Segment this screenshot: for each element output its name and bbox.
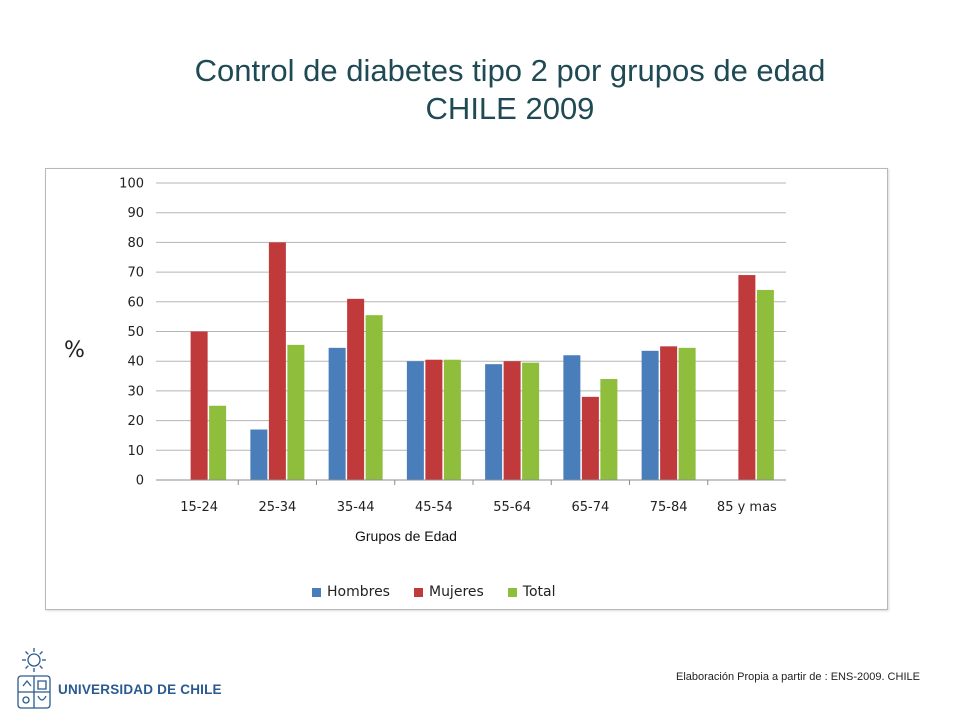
y-axis-label: % [64, 338, 85, 363]
chart-title: Control de diabetes tipo 2 por grupos de… [150, 52, 870, 128]
university-name: UNIVERSIDAD DE CHILE [58, 682, 222, 697]
y-tick-label-0: 0 [136, 474, 144, 489]
y-tick-label-70: 70 [127, 266, 144, 281]
bar-total-65-74 [600, 379, 618, 480]
bar-mujeres-75-84 [660, 346, 678, 480]
title-line-1: Control de diabetes tipo 2 por grupos de… [194, 53, 826, 88]
y-tick-label-100: 100 [119, 177, 144, 192]
x-tick-label-75-84: 75-84 [650, 500, 688, 515]
legend-item-hombres: Hombres [312, 584, 390, 600]
x-tick-label-85-y-mas: 85 y mas [717, 500, 777, 515]
bar-hombres-25-34 [250, 429, 268, 480]
bar-total-55-64 [522, 362, 540, 480]
bar-total-15-24 [209, 405, 227, 480]
y-tick-label-30: 30 [127, 384, 144, 399]
x-tick-label-35-44: 35-44 [337, 500, 375, 515]
bar-mujeres-85-y-mas [738, 275, 756, 480]
chart-legend: Hombres Mujeres Total [312, 584, 556, 600]
legend-swatch-mujeres [413, 587, 423, 597]
y-tick-label-90: 90 [127, 206, 144, 221]
title-line-2: CHILE 2009 [425, 91, 595, 126]
bar-hombres-65-74 [563, 355, 581, 480]
bar-total-85-y-mas [756, 289, 774, 480]
x-tick-label-65-74: 65-74 [571, 500, 609, 515]
y-tick-label-80: 80 [127, 236, 144, 251]
y-tick-label-60: 60 [127, 295, 144, 310]
x-tick-label-25-34: 25-34 [258, 500, 296, 515]
bar-total-75-84 [678, 347, 696, 480]
bar-mujeres-15-24 [190, 331, 208, 480]
bar-mujeres-45-54 [425, 359, 443, 480]
legend-swatch-hombres [312, 587, 321, 597]
legend-item-mujeres: Mujeres [413, 584, 484, 600]
university-crest-icon [17, 648, 51, 709]
legend-label-mujeres: Mujeres [428, 584, 484, 600]
x-tick-label-55-64: 55-64 [493, 500, 531, 515]
bar-hombres-45-54 [406, 361, 424, 480]
y-tick-label-20: 20 [127, 414, 144, 429]
bar-total-45-54 [443, 359, 461, 480]
bar-total-35-44 [365, 315, 383, 480]
legend-label-hombres: Hombres [327, 584, 390, 600]
legend-item-total: Total [507, 584, 556, 600]
bar-hombres-35-44 [328, 347, 346, 480]
x-axis-label: Grupos de Edad [355, 528, 457, 544]
y-tick-label-50: 50 [127, 325, 144, 340]
legend-swatch-total [507, 587, 517, 597]
bar-hombres-55-64 [485, 364, 503, 480]
bar-hombres-75-84 [641, 350, 659, 480]
bar-mujeres-55-64 [503, 361, 521, 480]
legend-label-total: Total [522, 584, 556, 600]
x-tick-label-15-24: 15-24 [180, 500, 218, 515]
y-tick-label-10: 10 [127, 444, 144, 459]
bar-mujeres-25-34 [268, 242, 286, 480]
bar-mujeres-65-74 [581, 396, 599, 480]
y-tick-label-40: 40 [127, 355, 144, 370]
x-tick-label-45-54: 45-54 [415, 500, 453, 515]
bar-total-25-34 [287, 344, 305, 480]
bar-mujeres-35-44 [347, 298, 365, 480]
source-note: Elaboración Propia a partir de : ENS-200… [676, 671, 920, 683]
